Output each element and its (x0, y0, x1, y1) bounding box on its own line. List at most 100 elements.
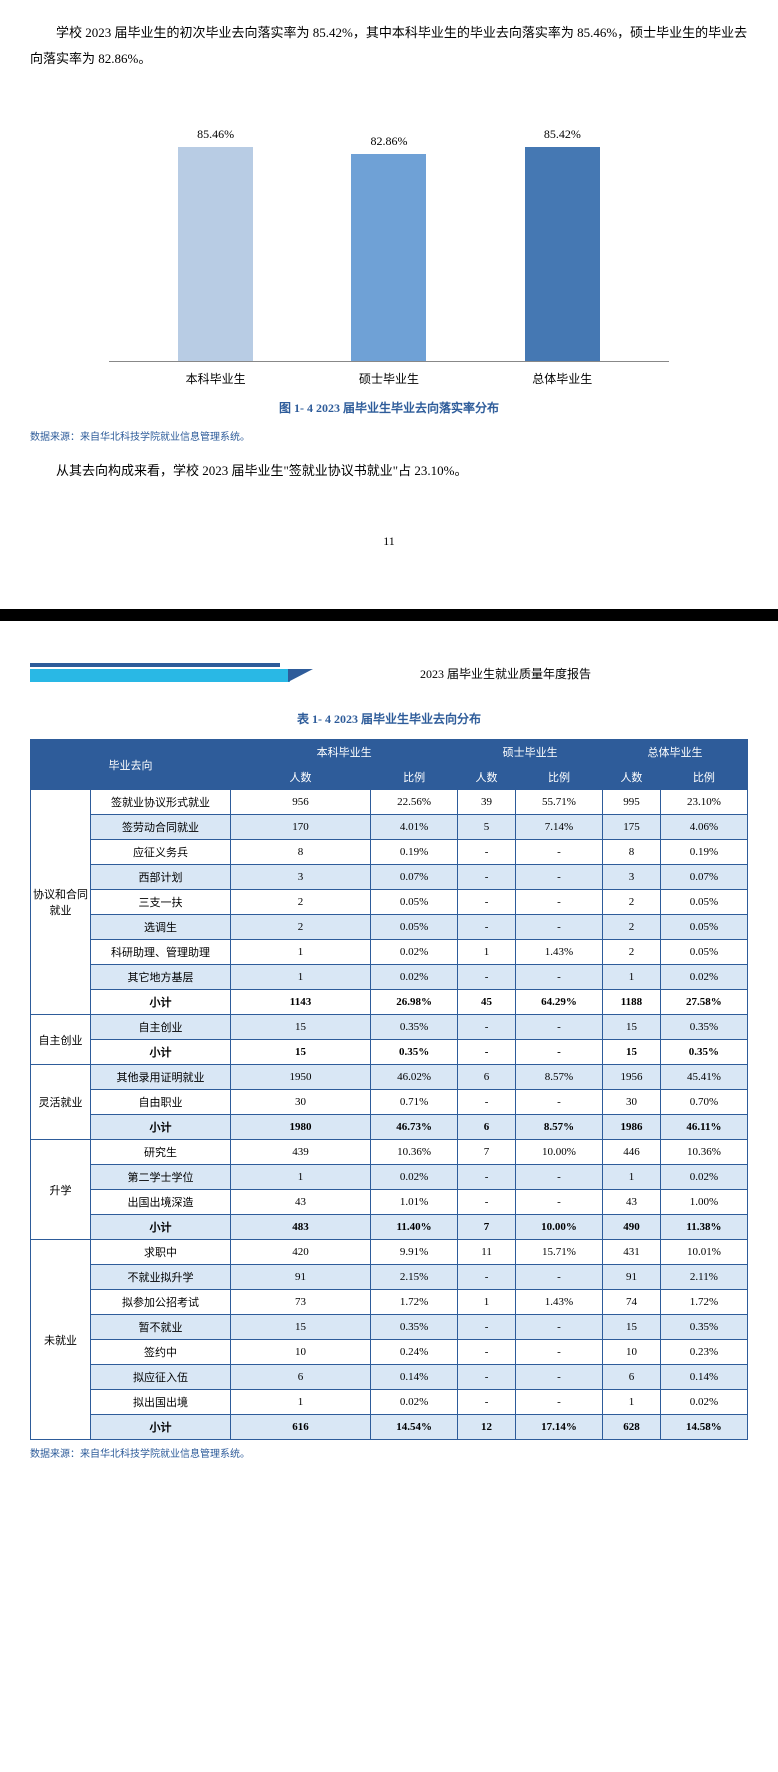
subtotal-cell: - (458, 1040, 516, 1065)
subcategory-cell: 其他录用证明就业 (91, 1065, 231, 1090)
data-cell: 420 (231, 1240, 371, 1265)
th-sub: 比例 (660, 765, 747, 790)
subtotal-label: 小计 (91, 1040, 231, 1065)
data-cell: 0.70% (660, 1090, 747, 1115)
subcategory-cell: 西部计划 (91, 865, 231, 890)
page-divider (0, 609, 778, 621)
data-cell: 10 (231, 1340, 371, 1365)
data-cell: 175 (603, 815, 661, 840)
data-cell: - (515, 1015, 602, 1040)
data-cell: 91 (231, 1265, 371, 1290)
subtotal-cell: 0.35% (371, 1040, 458, 1065)
data-cell: 0.05% (371, 915, 458, 940)
data-cell: - (458, 965, 516, 990)
data-cell: - (458, 1390, 516, 1415)
page-number: 11 (30, 534, 748, 549)
data-cell: 46.02% (371, 1065, 458, 1090)
th-sub: 人数 (603, 765, 661, 790)
subtotal-cell: 11.40% (371, 1215, 458, 1240)
subtotal-cell: 8.57% (515, 1115, 602, 1140)
data-cell: 43 (231, 1190, 371, 1215)
subtotal-cell: 14.54% (371, 1415, 458, 1440)
data-cell: - (515, 865, 602, 890)
subtotal-cell: 14.58% (660, 1415, 747, 1440)
data-cell: 74 (603, 1290, 661, 1315)
data-cell: 0.05% (660, 940, 747, 965)
subtotal-cell: 46.11% (660, 1115, 747, 1140)
data-cell: - (458, 1090, 516, 1115)
data-cell: - (458, 1165, 516, 1190)
data-cell: 0.02% (371, 940, 458, 965)
bar-value-label: 85.42% (544, 127, 581, 142)
data-cell: 11 (458, 1240, 516, 1265)
bar-rect (178, 147, 253, 361)
data-cell: 1 (231, 940, 371, 965)
data-cell: 10 (603, 1340, 661, 1365)
data-cell: 9.91% (371, 1240, 458, 1265)
subtotal-label: 小计 (91, 1115, 231, 1140)
data-cell: 1 (231, 965, 371, 990)
subtotal-cell: 1986 (603, 1115, 661, 1140)
data-cell: 1.43% (515, 940, 602, 965)
th-sub: 比例 (371, 765, 458, 790)
table-data-source: 数据来源：来自华北科技学院就业信息管理系统。 (30, 1445, 748, 1460)
bar-value-label: 85.46% (197, 127, 234, 142)
data-cell: 0.07% (371, 865, 458, 890)
data-cell: - (458, 1265, 516, 1290)
data-cell: 431 (603, 1240, 661, 1265)
data-cell: 0.14% (660, 1365, 747, 1390)
data-cell: 1 (603, 1165, 661, 1190)
data-cell: - (515, 1090, 602, 1115)
subtotal-cell: 1143 (231, 990, 371, 1015)
data-cell: - (515, 1165, 602, 1190)
page-header: 2023 届毕业生就业质量年度报告 (30, 661, 748, 685)
data-cell: 10.00% (515, 1140, 602, 1165)
data-cell: 55.71% (515, 790, 602, 815)
data-cell: - (515, 890, 602, 915)
subcategory-cell: 其它地方基层 (91, 965, 231, 990)
data-cell: 1.43% (515, 1290, 602, 1315)
subcategory-cell: 研究生 (91, 1140, 231, 1165)
data-cell: - (458, 1190, 516, 1215)
subcategory-cell: 应征义务兵 (91, 840, 231, 865)
subtotal-cell: 1980 (231, 1115, 371, 1140)
data-cell: - (458, 1015, 516, 1040)
data-cell: 1 (458, 940, 516, 965)
data-cell: 0.35% (371, 1315, 458, 1340)
data-cell: 0.02% (371, 965, 458, 990)
data-cell: 0.05% (660, 915, 747, 940)
th-sub: 人数 (458, 765, 516, 790)
data-cell: 0.14% (371, 1365, 458, 1390)
subtotal-label: 小计 (91, 990, 231, 1015)
category-cell: 协议和合同就业 (31, 790, 91, 1015)
page-2: 2023 届毕业生就业质量年度报告 表 1- 4 2023 届毕业生毕业去向分布… (0, 621, 778, 1495)
data-cell: 4.06% (660, 815, 747, 840)
data-cell: 15 (603, 1315, 661, 1340)
data-cell: - (515, 965, 602, 990)
subtotal-cell: 10.00% (515, 1215, 602, 1240)
data-cell: 1 (231, 1165, 371, 1190)
data-cell: 73 (231, 1290, 371, 1315)
composition-paragraph: 从其去向构成来看，学校 2023 届毕业生"签就业协议书就业"占 23.10%。 (30, 458, 748, 484)
data-cell: 0.02% (660, 1390, 747, 1415)
data-cell: 7.14% (515, 815, 602, 840)
th-group: 总体毕业生 (603, 740, 748, 765)
subtotal-cell: 26.98% (371, 990, 458, 1015)
data-cell: 43 (603, 1190, 661, 1215)
data-cell: - (515, 840, 602, 865)
data-cell: - (458, 1315, 516, 1340)
subcategory-cell: 拟参加公招考试 (91, 1290, 231, 1315)
data-cell: 8.57% (515, 1065, 602, 1090)
subtotal-cell: - (515, 1040, 602, 1065)
data-cell: 10.01% (660, 1240, 747, 1265)
data-cell: 439 (231, 1140, 371, 1165)
data-cell: 0.35% (660, 1315, 747, 1340)
data-cell: - (458, 1340, 516, 1365)
employment-rate-chart: 85.46%82.86%85.42% 本科毕业生硕士毕业生总体毕业生 (109, 92, 669, 387)
subtotal-label: 小计 (91, 1415, 231, 1440)
data-cell: 4.01% (371, 815, 458, 840)
data-cell: 1956 (603, 1065, 661, 1090)
table-caption: 表 1- 4 2023 届毕业生毕业去向分布 (30, 710, 748, 727)
subtotal-label: 小计 (91, 1215, 231, 1240)
subtotal-cell: 490 (603, 1215, 661, 1240)
